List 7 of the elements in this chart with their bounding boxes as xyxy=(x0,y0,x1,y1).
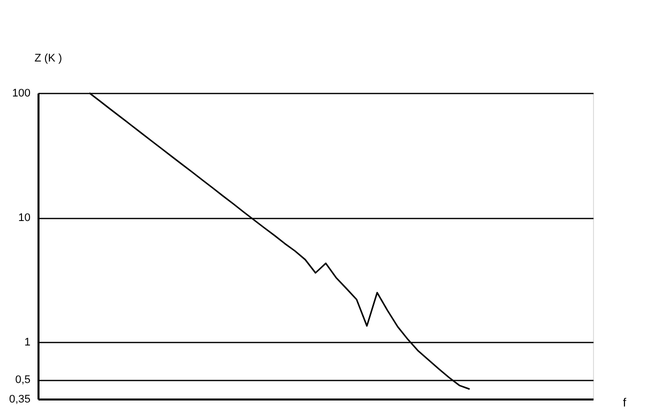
y-axis-title: Z (K ) xyxy=(34,52,62,64)
y-tick-label: 100 xyxy=(12,88,30,100)
x-axis-title: f xyxy=(622,396,627,410)
y-tick-label: 10 xyxy=(18,212,30,224)
y-tick-label: 0,35 xyxy=(9,394,30,406)
y-tick-label: 1 xyxy=(24,336,30,349)
y-tick-label: 0,5 xyxy=(15,374,30,386)
